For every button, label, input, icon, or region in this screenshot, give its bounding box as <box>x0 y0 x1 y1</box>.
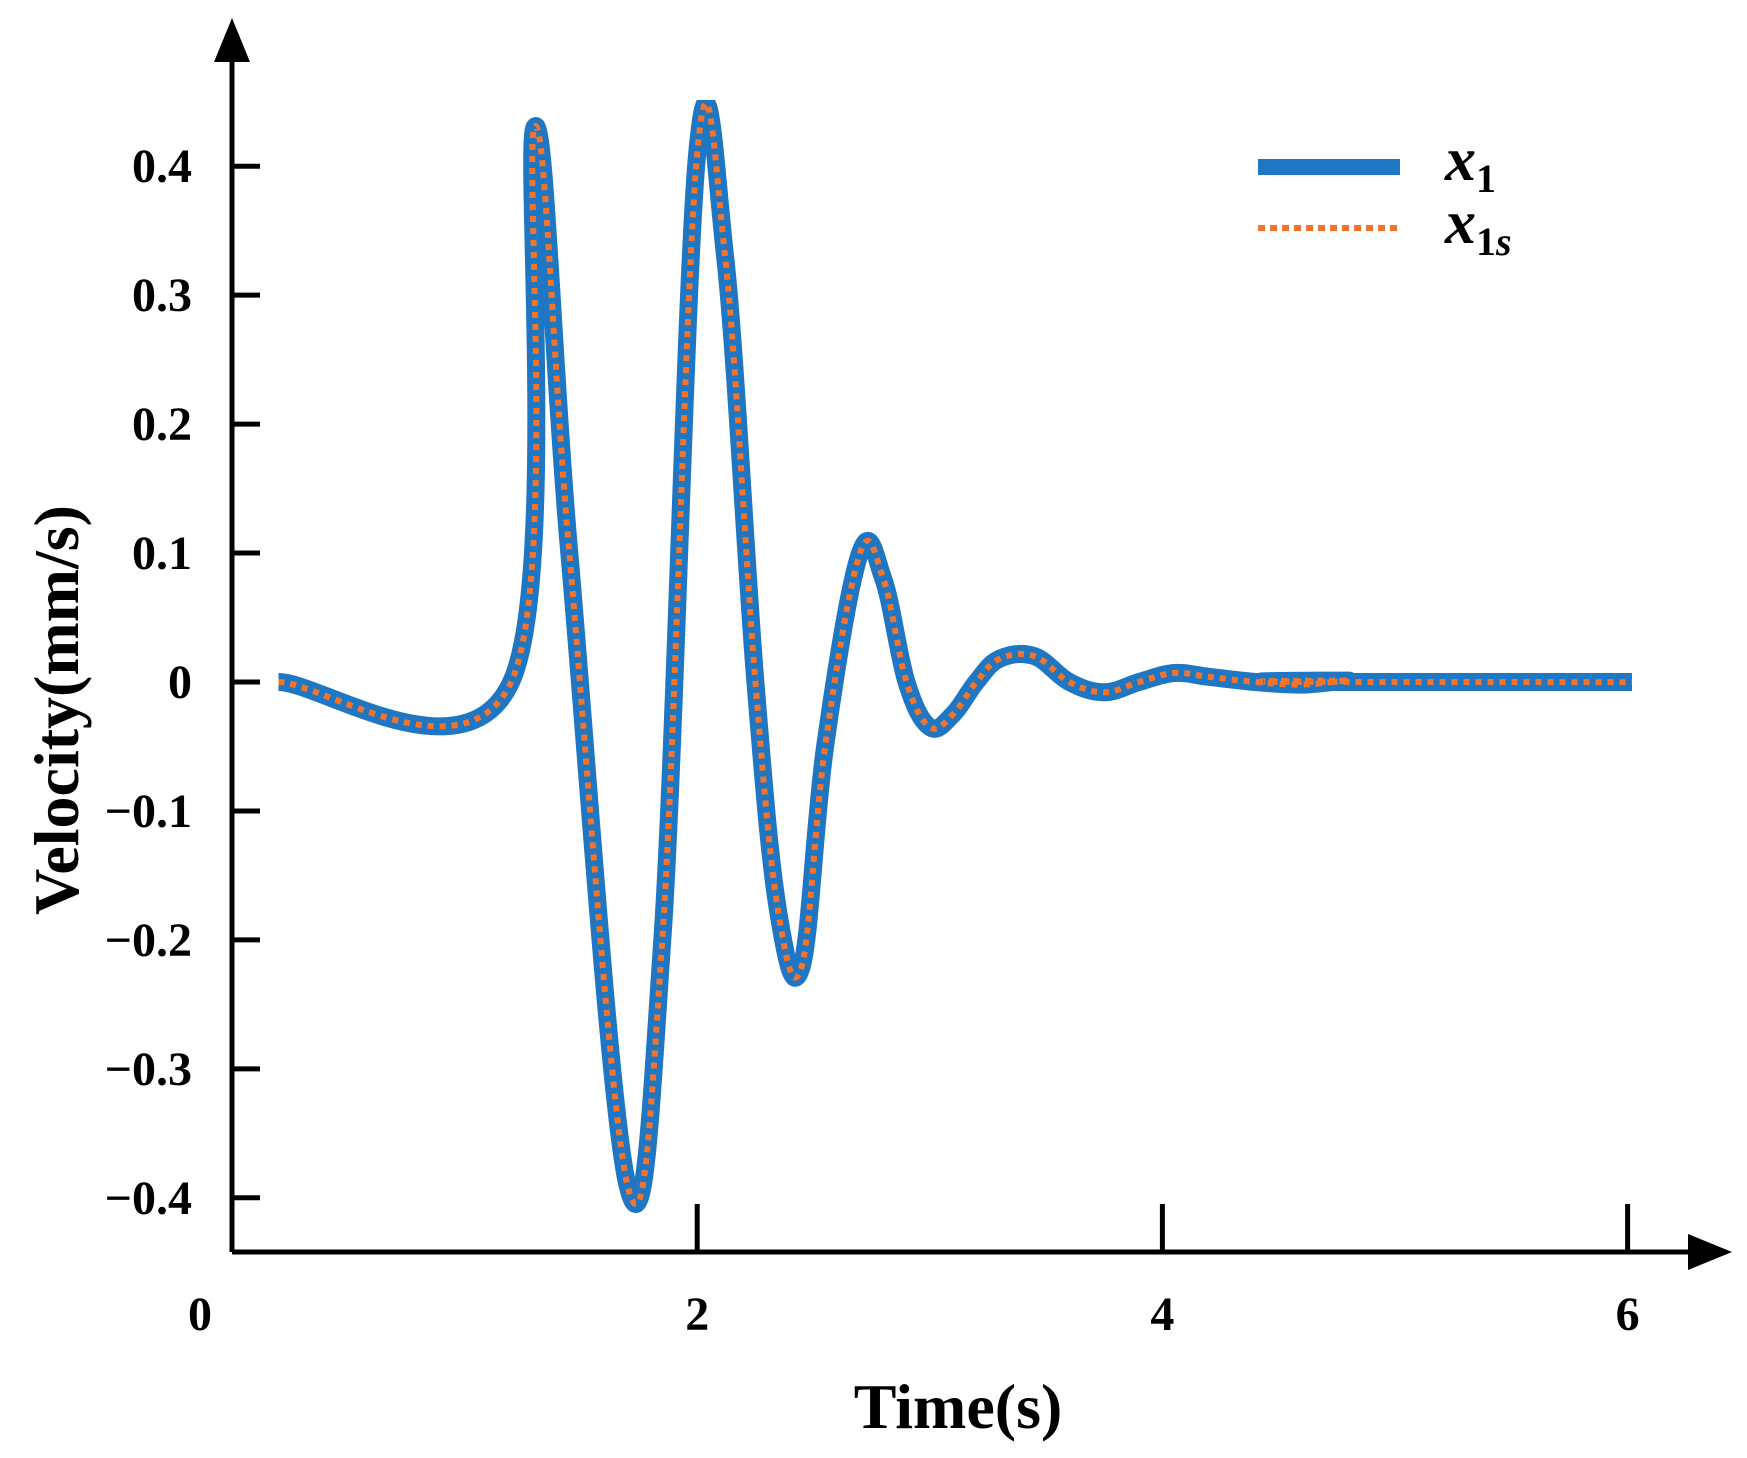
series-layer <box>277 100 1632 1213</box>
y-tick-label: 0.4 <box>132 140 192 193</box>
x-tick-label: 4 <box>1150 1288 1174 1341</box>
x-tick-label: 0 <box>188 1288 212 1341</box>
y-tick-label: −0.1 <box>105 785 192 838</box>
y-tick-label: −0.2 <box>105 914 192 967</box>
legend-label-x1: x1 <box>1444 126 1496 201</box>
x-axis-title: Time(s) <box>854 1371 1063 1442</box>
legend: x1 x1s <box>1258 126 1512 264</box>
y-axis-arrow <box>214 18 250 62</box>
series-line-x1 <box>277 100 1632 1213</box>
x-axis-ticks: 024681012 <box>188 1204 1640 1341</box>
y-tick-label: 0.3 <box>132 269 192 322</box>
y-tick-label: 0.1 <box>132 527 192 580</box>
y-tick-label: 0 <box>168 656 192 709</box>
x-axis-arrow <box>1688 1234 1732 1270</box>
y-tick-label: 0.2 <box>132 398 192 451</box>
series-line-x1s <box>278 100 1632 1207</box>
y-tick-label: −0.4 <box>105 1172 192 1225</box>
x-tick-label: 2 <box>685 1288 709 1341</box>
y-axis-title: Velocity(mm/s) <box>21 505 92 915</box>
y-axis-ticks: 0.4 0.3 0.2 0.1 0 −0.1 −0.2 −0.3 −0.4 <box>105 140 260 1225</box>
y-tick-label: −0.3 <box>105 1043 192 1096</box>
x-tick-label: 6 <box>1616 1288 1640 1341</box>
legend-label-x1s: x1s <box>1444 189 1512 264</box>
